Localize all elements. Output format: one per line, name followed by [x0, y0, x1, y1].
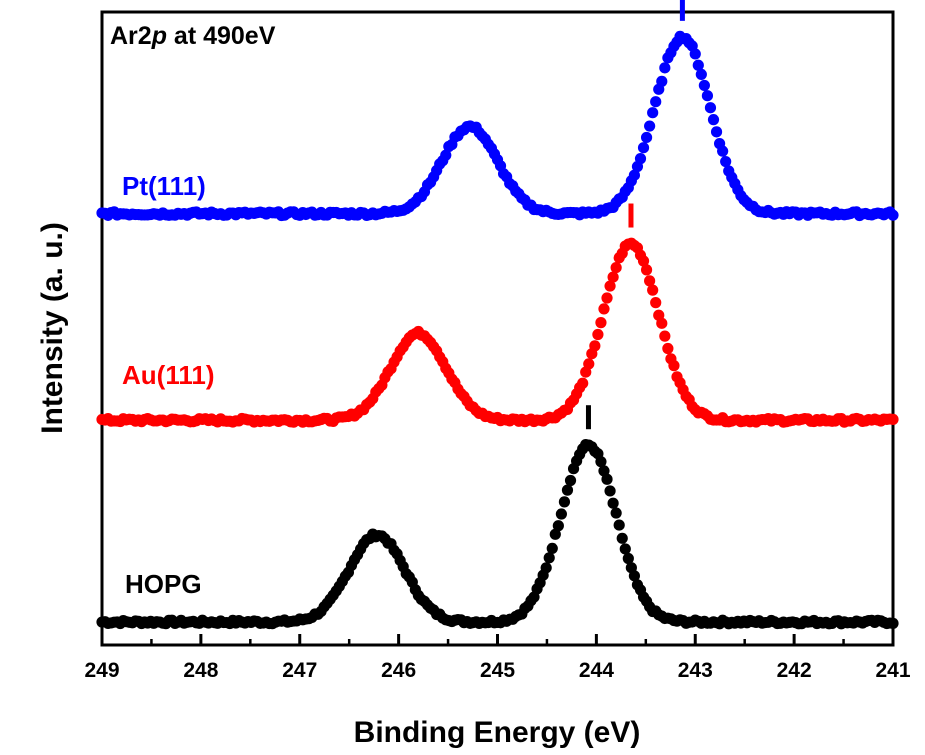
data-point	[583, 358, 595, 370]
x-tick-label: 245	[480, 659, 515, 682]
series-label: HOPG	[125, 569, 202, 599]
data-point	[644, 120, 656, 132]
data-point	[698, 79, 710, 92]
y-axis-title: Intensity (a. u.)	[36, 222, 69, 434]
peak-marker	[585, 405, 591, 430]
data-point	[622, 552, 634, 565]
data-point	[668, 360, 680, 372]
data-point	[555, 508, 567, 520]
series-layer	[96, 30, 899, 630]
data-point	[558, 496, 571, 508]
data-point	[607, 271, 619, 283]
data-point	[634, 153, 647, 165]
data-point	[440, 149, 452, 161]
data-point	[710, 126, 723, 138]
data-point	[640, 264, 653, 276]
series-pt111	[96, 30, 899, 222]
series-label: Au(111)	[122, 360, 215, 390]
data-point	[637, 255, 650, 267]
peak-marker	[628, 203, 634, 228]
data-point	[644, 275, 656, 287]
data-point	[540, 562, 552, 574]
data-point	[589, 340, 601, 352]
data-point	[659, 330, 671, 342]
data-point	[887, 617, 899, 629]
data-point	[549, 528, 561, 540]
data-point	[647, 284, 659, 296]
x-axis-tick-labels: 249 248 247 246 245 244 243 242 241	[84, 659, 910, 682]
data-point	[656, 75, 668, 87]
data-point	[610, 261, 622, 274]
data-point	[647, 107, 659, 119]
data-point	[543, 552, 555, 564]
data-point	[650, 297, 662, 309]
data-point	[592, 328, 604, 341]
series-labels: HOPG Au(111) Pt(111)	[122, 171, 215, 599]
data-point	[887, 413, 899, 425]
plot-frame	[100, 10, 895, 647]
data-point	[552, 520, 564, 532]
data-point	[628, 570, 641, 582]
data-point	[662, 342, 674, 355]
data-point	[628, 169, 641, 181]
data-point	[689, 48, 701, 60]
data-point	[656, 317, 668, 329]
data-point	[595, 317, 607, 329]
data-point	[720, 155, 732, 168]
data-point	[701, 90, 714, 102]
data-point	[637, 142, 650, 154]
x-tick-label: 243	[678, 659, 713, 682]
data-point	[546, 542, 558, 555]
data-point	[577, 377, 589, 389]
x-tick-label: 248	[183, 659, 218, 682]
x-tick-label: 241	[875, 659, 910, 682]
data-point	[604, 280, 616, 292]
chart-title: Ar2p at 490eV	[110, 22, 276, 50]
x-tick-label: 242	[777, 659, 812, 682]
peak-markers	[585, 0, 685, 430]
series-hopg	[96, 438, 899, 630]
x-axis-ticks	[100, 634, 895, 645]
x-tick-label: 244	[579, 659, 614, 682]
x-tick-label: 246	[381, 659, 416, 682]
peak-marker	[679, 0, 685, 21]
data-point	[598, 303, 610, 315]
data-point	[604, 485, 616, 497]
series-label: Pt(111)	[122, 171, 206, 201]
data-point	[616, 532, 628, 544]
series-au111	[96, 237, 899, 428]
data-point	[613, 519, 625, 531]
x-tick-label: 247	[282, 659, 317, 682]
x-tick-label: 249	[84, 659, 119, 682]
data-point	[650, 96, 662, 108]
data-point	[607, 497, 619, 509]
data-point	[695, 68, 707, 81]
data-point	[640, 131, 653, 144]
data-point	[561, 484, 574, 496]
data-point	[619, 543, 631, 555]
data-point	[659, 62, 671, 74]
data-point	[717, 145, 729, 157]
data-point	[601, 473, 613, 485]
data-point	[595, 456, 607, 468]
data-point	[610, 507, 622, 519]
data-point	[564, 474, 577, 487]
data-point	[601, 292, 613, 304]
data-point	[707, 114, 720, 126]
x-axis-title: Binding Energy (eV)	[354, 716, 641, 749]
data-point	[692, 59, 704, 71]
data-point	[704, 102, 717, 114]
data-point	[887, 209, 899, 221]
